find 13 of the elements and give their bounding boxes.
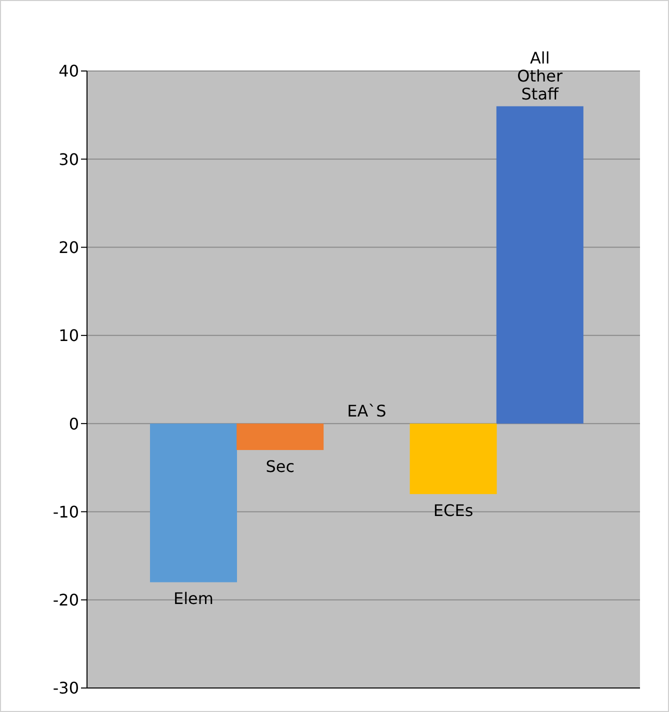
y-tick-label: -10 (52, 502, 79, 522)
x-tick-label: Sec (266, 457, 294, 476)
y-tick-label: -20 (52, 590, 79, 610)
x-tick-label: Elem (174, 589, 214, 608)
y-tick-label: 10 (58, 326, 79, 346)
y-tick-label: 40 (58, 62, 79, 81)
y-tick-label: 30 (58, 150, 79, 169)
y-tick-label: 0 (68, 414, 79, 434)
y-tick-label: 20 (58, 238, 79, 257)
y-tick-label: -30 (52, 678, 79, 698)
x-tick-label: ECEs (433, 501, 474, 520)
x-tick-label: EA`S (347, 402, 386, 421)
x-tick-label: All Other Staff (517, 48, 564, 104)
